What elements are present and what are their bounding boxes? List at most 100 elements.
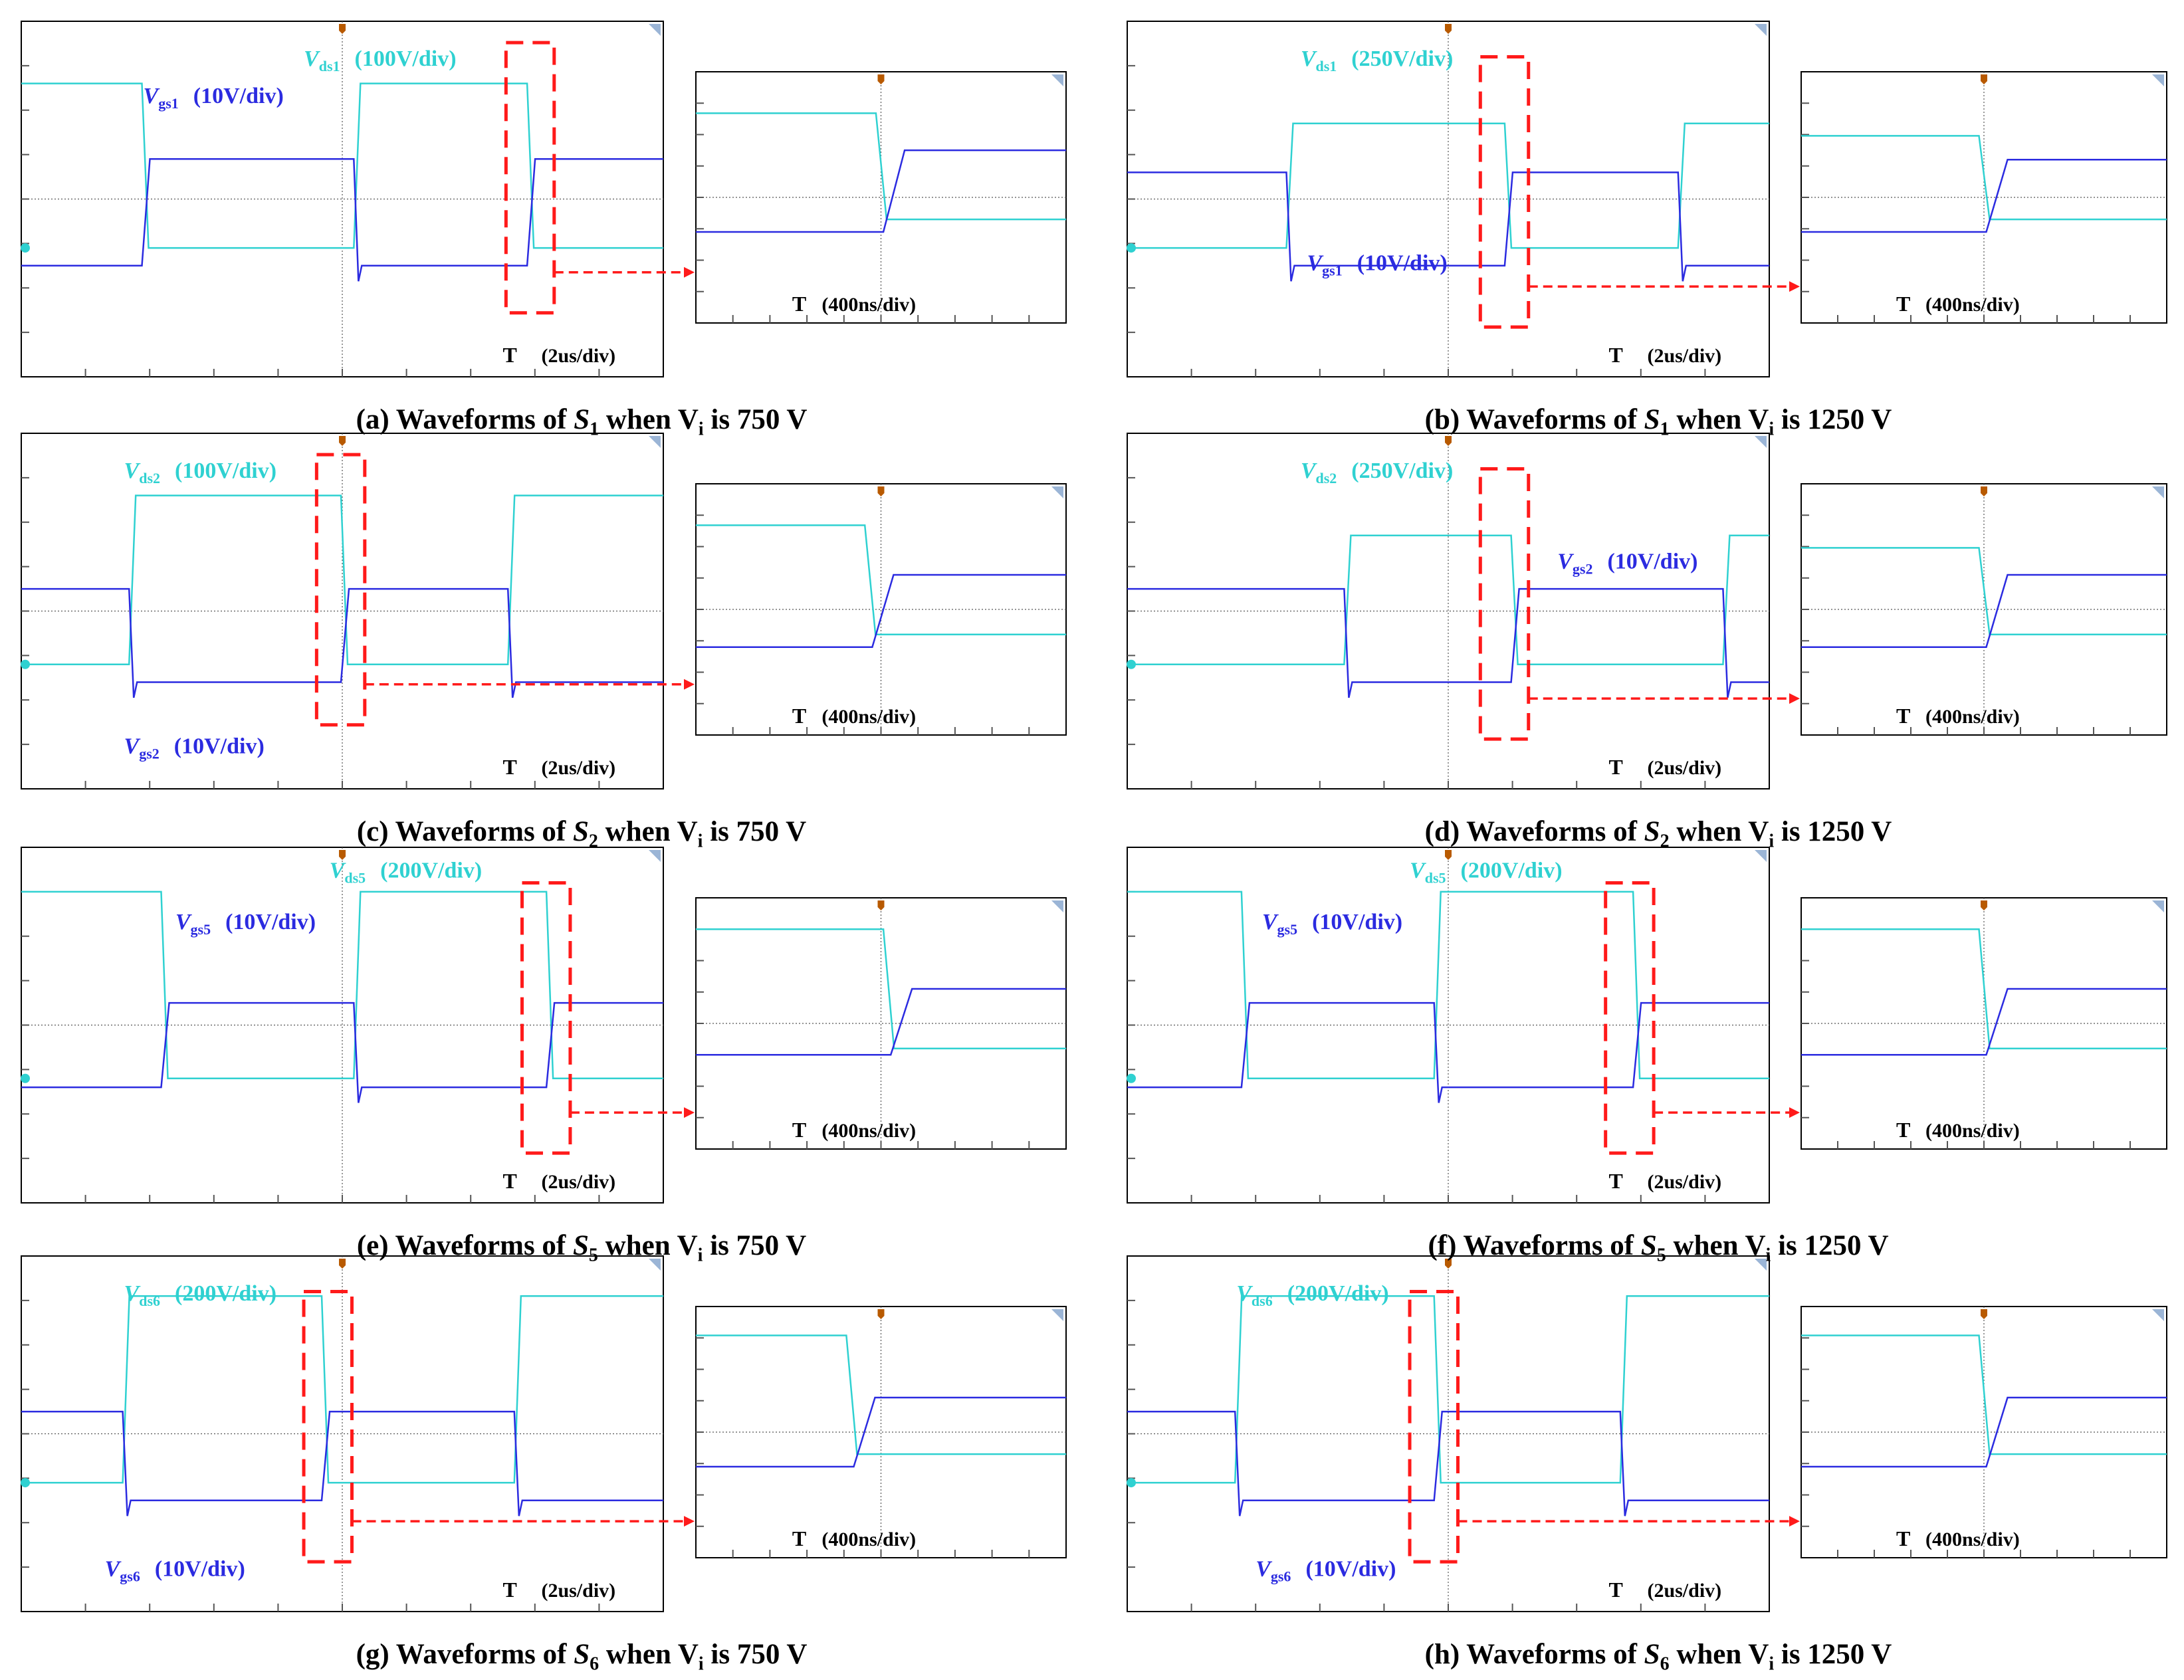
zoom-vgs-trace: [696, 574, 1066, 648]
corner-flag-icon: [649, 24, 661, 36]
vds-trace: [21, 891, 663, 1080]
time-label: T: [1609, 755, 1623, 779]
zoom-time-scale-label: (400ns/div): [1925, 1528, 2020, 1550]
vgs-label: Vgs2 (10V/div): [124, 734, 265, 762]
channel-marker-icon: [1127, 1478, 1136, 1488]
vds-label: Vds1 (100V/div): [304, 47, 456, 74]
vds-label: Vds2 (250V/div): [1301, 459, 1453, 486]
trigger-marker-icon: [877, 1309, 885, 1319]
zoom-vds-trace: [696, 524, 1066, 636]
vgs-trace: [21, 158, 663, 282]
vds-trace: [21, 494, 663, 666]
caption-d: (d) Waveforms of S2 when Vi is 1250 V: [1424, 816, 1892, 852]
trigger-marker-icon: [1981, 74, 1987, 84]
zoom-time-label: T: [1896, 292, 1910, 316]
vds-trace: [1127, 122, 1769, 249]
panel-c: Vds2 (100V/div) Vgs2 (10V/div) T (2us/div) T (4…: [21, 433, 1067, 789]
zoom-time-label: T: [792, 1526, 806, 1550]
vgs-trace: [1127, 1410, 1769, 1517]
zoom-vds-trace: [696, 112, 1066, 221]
time-label: T: [503, 755, 517, 779]
zoom-arrow-head-icon: [1789, 281, 1800, 292]
trigger-marker-icon: [877, 74, 885, 84]
zoom-vds-trace: [1801, 1334, 2167, 1455]
trigger-marker-icon: [1445, 1259, 1452, 1269]
caption-h: (h) Waveforms of S6 when Vi is 1250 V: [1424, 1639, 1892, 1675]
zoom-arrow-head-icon: [684, 266, 695, 278]
vgs-label: Vgs5 (10V/div): [175, 910, 316, 938]
trigger-marker-icon: [1981, 1309, 1987, 1319]
caption-e: (e) Waveforms of S5 when Vi is 750 V: [356, 1230, 807, 1266]
trigger-marker-icon: [339, 850, 346, 860]
corner-flag-icon: [1755, 1259, 1767, 1271]
zoom-vds-trace: [1801, 928, 2167, 1050]
corner-flag-icon: [649, 850, 661, 862]
time-scale-label: (2us/div): [541, 757, 615, 779]
caption-a: (a) Waveforms of S1 when Vi is 750 V: [356, 404, 808, 440]
vgs-label: Vgs1 (10V/div): [1307, 251, 1447, 279]
zoom-time-scale-label: (400ns/div): [1925, 1120, 2020, 1142]
corner-flag-icon: [1051, 486, 1063, 498]
corner-flag-icon: [1051, 1309, 1063, 1321]
panel-b: Vds1 (250V/div) Vgs1 (10V/div) T (2us/div) T (4…: [1127, 21, 2167, 377]
trigger-marker-icon: [339, 24, 346, 34]
corner-flag-icon: [649, 1259, 661, 1271]
zoom-time-label: T: [792, 292, 806, 316]
zoom-time-label: T: [1896, 1526, 1910, 1550]
corner-flag-icon: [1051, 74, 1063, 86]
vgs-label: Vgs2 (10V/div): [1557, 549, 1697, 577]
zoom-time-scale-label: (400ns/div): [821, 1528, 916, 1550]
zoom-time-label: T: [792, 1118, 806, 1142]
zoom-vgs-trace: [696, 149, 1066, 233]
vgs-label: Vgs6 (10V/div): [1256, 1557, 1396, 1585]
trigger-marker-icon: [877, 900, 885, 910]
zoom-vds-trace: [1801, 135, 2167, 221]
vds-label: Vds5 (200V/div): [330, 858, 482, 886]
caption-g: (g) Waveforms of S6 when Vi is 750 V: [356, 1639, 808, 1675]
trigger-marker-icon: [339, 436, 346, 446]
trigger-marker-icon: [1445, 24, 1452, 34]
vds-label: Vds5 (200V/div): [1410, 858, 1562, 886]
zoom-time-scale-label: (400ns/div): [821, 706, 916, 728]
zoom-arrow-head-icon: [1789, 1516, 1800, 1527]
vds-label: Vds2 (100V/div): [124, 459, 276, 486]
zoom-vds-trace: [696, 1334, 1066, 1455]
corner-flag-icon: [2152, 1309, 2164, 1321]
panel-h: Vds6 (200V/div) Vgs6 (10V/div) T (2us/div) T (4…: [1127, 1255, 2167, 1612]
zoom-arrow-head-icon: [684, 679, 695, 690]
corner-flag-icon: [2152, 900, 2164, 912]
corner-flag-icon: [1755, 850, 1767, 862]
caption-f: (f) Waveforms of S5 when Vi is 1250 V: [1428, 1230, 1889, 1266]
vgs-trace: [21, 1001, 663, 1103]
panel-e: Vds5 (200V/div) Vgs5 (10V/div) T (2us/div) T (4…: [21, 847, 1067, 1204]
channel-marker-icon: [1127, 243, 1136, 253]
corner-flag-icon: [1755, 24, 1767, 36]
zoom-time-label: T: [792, 704, 806, 728]
vgs-trace: [21, 1410, 663, 1517]
vds-label: Vds1 (250V/div): [1301, 47, 1453, 74]
vds-trace: [1127, 891, 1769, 1080]
time-label: T: [1609, 343, 1623, 367]
vgs-label: Vgs1 (10V/div): [144, 84, 284, 112]
zoom-vgs-trace: [696, 1396, 1066, 1468]
time-scale-label: (2us/div): [541, 1171, 615, 1193]
zoom-time-scale-label: (400ns/div): [1925, 706, 2020, 728]
zoom-time-label: T: [1896, 1118, 1910, 1142]
time-scale-label: (2us/div): [541, 1580, 615, 1602]
zoom-arrow-head-icon: [1789, 693, 1800, 704]
time-label: T: [503, 1578, 517, 1602]
trigger-marker-icon: [1981, 486, 1987, 496]
zoom-vds-trace: [696, 928, 1066, 1050]
channel-marker-icon: [21, 1478, 30, 1488]
channel-marker-icon: [1127, 659, 1136, 669]
time-scale-label: (2us/div): [1647, 1171, 1721, 1193]
vgs-trace: [21, 587, 663, 698]
vds-trace: [21, 82, 663, 249]
vds-label: Vds6 (200V/div): [1236, 1281, 1388, 1309]
time-scale-label: (2us/div): [1647, 1580, 1721, 1602]
vgs-trace: [1127, 587, 1769, 698]
vgs-trace: [1127, 1001, 1769, 1103]
corner-flag-icon: [649, 436, 661, 448]
vgs-label: Vgs5 (10V/div): [1262, 910, 1402, 938]
